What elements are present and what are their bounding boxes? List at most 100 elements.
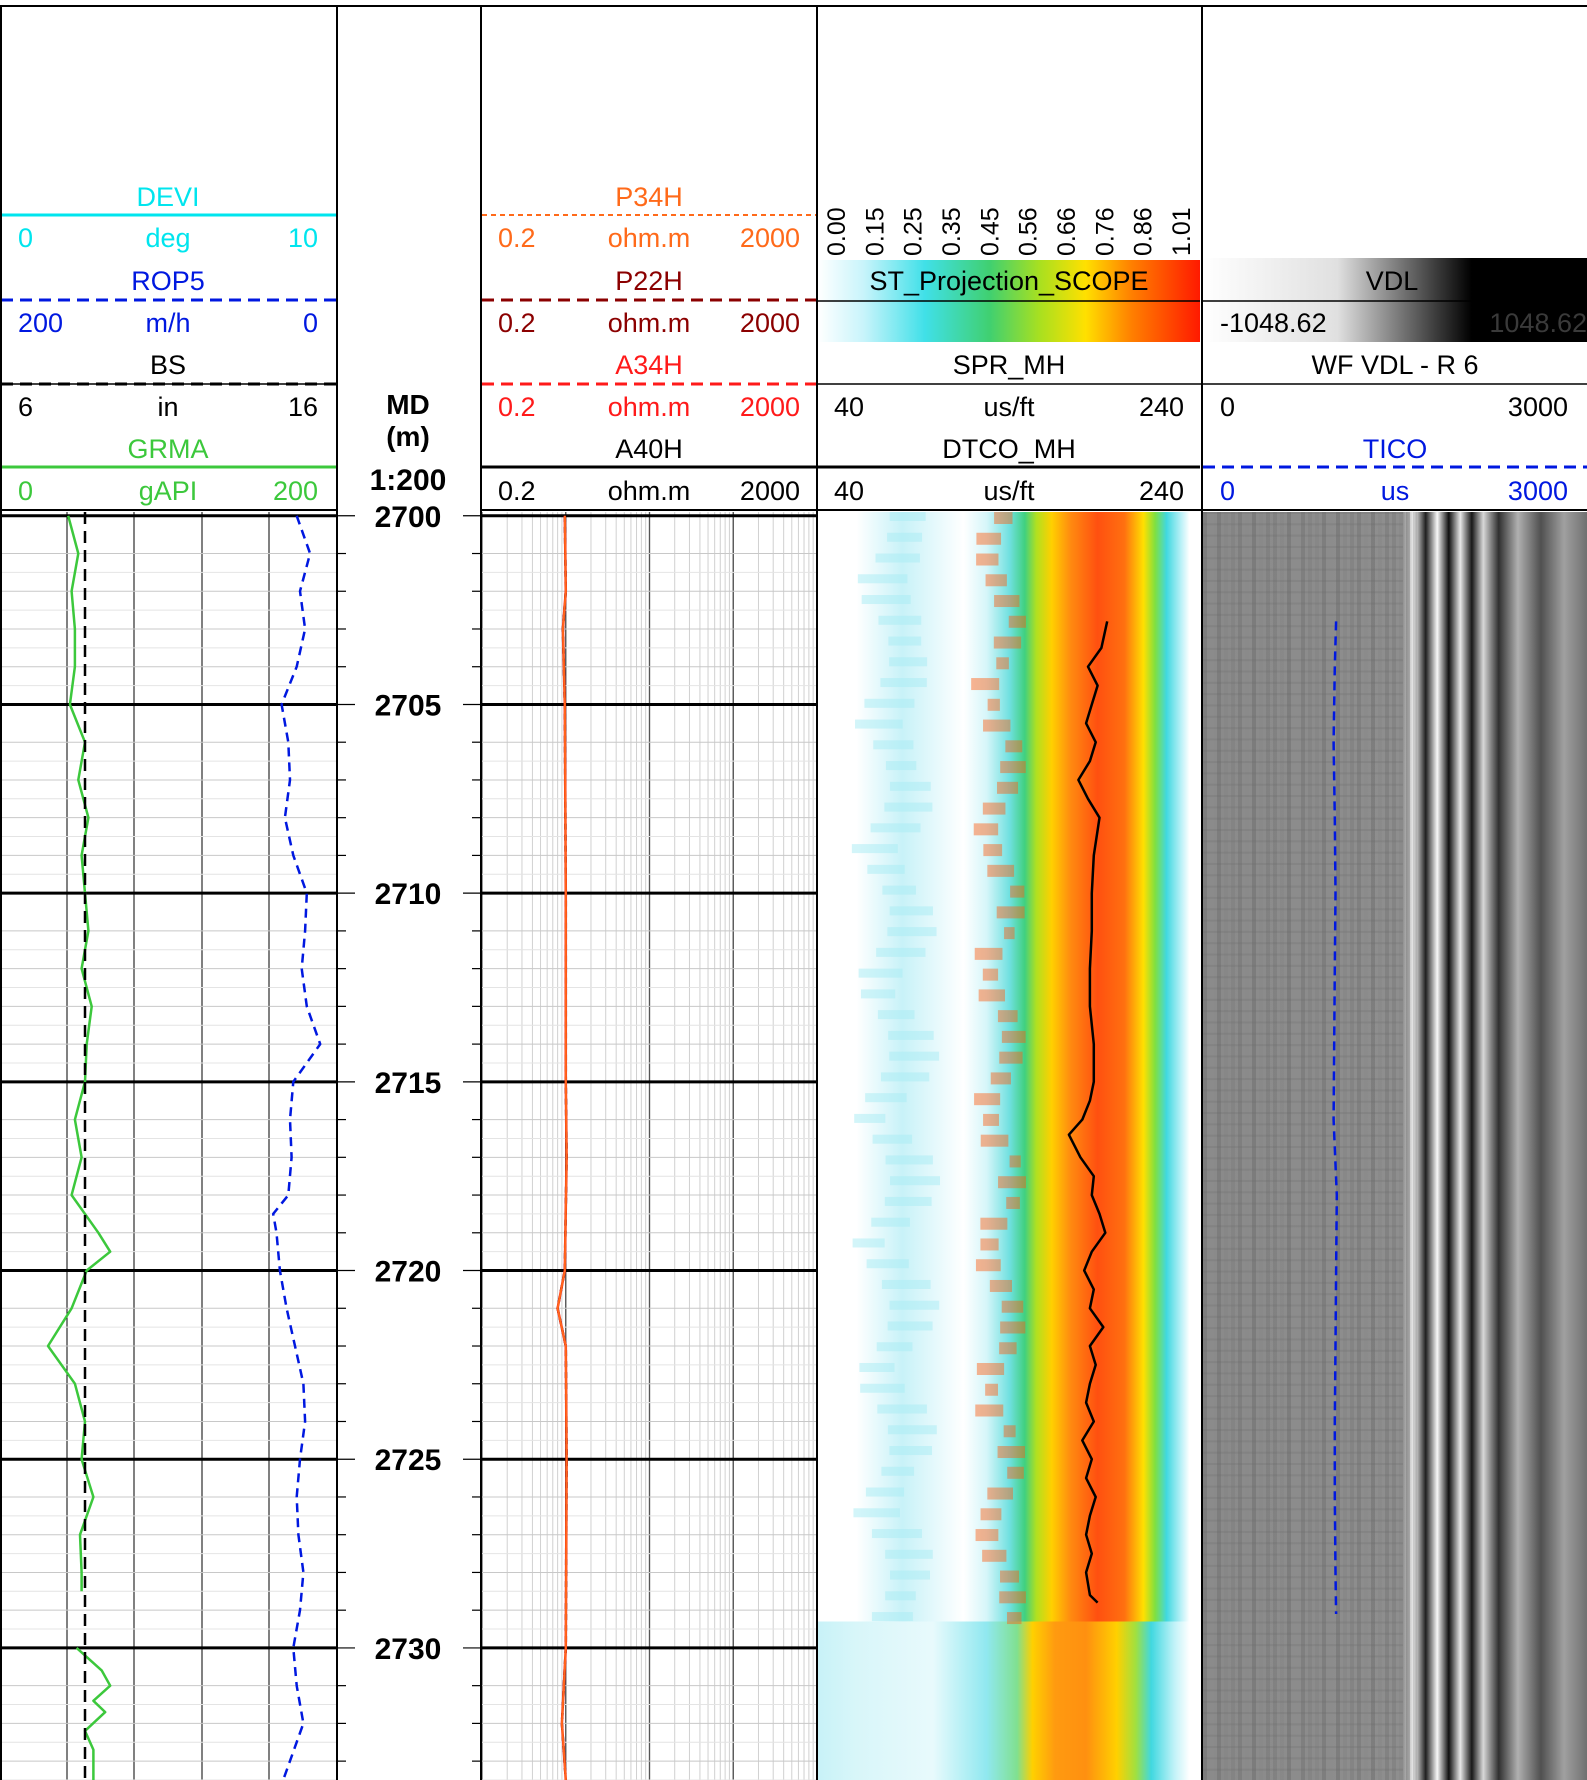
vdl-noise-row (1203, 953, 1403, 956)
wf-name: WF VDL - R 6 (1311, 350, 1478, 380)
vdl-noise-row (1203, 625, 1403, 628)
vdl-noise-row (1203, 1202, 1403, 1205)
vdl-noise-row (1203, 1576, 1403, 1579)
vdl-noise-row (1203, 919, 1403, 922)
scope-texture-patch (885, 1549, 933, 1559)
scope-scale-tick-label: 0.45 (976, 207, 1004, 256)
tico-unit: us (1381, 476, 1410, 506)
scope-texture-patch (889, 1300, 940, 1310)
scope-texture-patch (865, 1093, 907, 1103)
vdl-noise-row (1203, 1700, 1403, 1703)
vdl-noise-row (1203, 1100, 1403, 1103)
vdl-noise-row (1203, 1066, 1403, 1069)
scope-texture-patch (865, 1487, 905, 1497)
scope-texture-patch (997, 781, 1019, 794)
vdl-noise-column (1224, 512, 1228, 1780)
scope-image-name: ST_Projection_SCOPE (869, 266, 1148, 296)
scope-texture-patch (1001, 1300, 1024, 1313)
spr-unit: us/ft (983, 392, 1035, 422)
rop5-name: ROP5 (131, 266, 205, 296)
wf-min: 0 (1220, 392, 1235, 422)
vdl-noise-column (1329, 512, 1333, 1780)
vdl-noise-row (1203, 1542, 1403, 1545)
vdl-image-track (1203, 512, 1587, 1780)
scope-texture-patch (1004, 927, 1015, 940)
vdl-noise-column (1350, 512, 1354, 1780)
scope-texture-patch (857, 574, 908, 584)
track1-grid (1, 512, 337, 1780)
vdl-noise-row (1203, 1168, 1403, 1171)
vdl-noise-row (1203, 1134, 1403, 1137)
vdl-noise-row (1203, 1123, 1403, 1126)
track-borders (0, 5, 1587, 1780)
vdl-noise-row (1203, 1078, 1403, 1081)
depth-units: (m) (386, 421, 430, 452)
scope-texture-patch (996, 906, 1025, 919)
tico-curve (1332, 621, 1339, 1615)
vdl-noise-row (1203, 659, 1403, 662)
scope-texture-patch (982, 802, 1006, 815)
vdl-noise-row (1203, 1315, 1403, 1318)
scope-image-body (818, 512, 1201, 1780)
scope-texture-patch (993, 636, 1022, 649)
scope-texture-patch (971, 678, 1000, 691)
scope-texture-patch (997, 1446, 1026, 1459)
vdl-noise-column (1252, 512, 1256, 1780)
vdl-noise-row (1203, 693, 1403, 696)
scope-texture-patch (877, 1010, 915, 1020)
scope-texture-patch (1000, 1321, 1026, 1334)
a40h-name: A40H (615, 434, 683, 464)
scope-texture-patch (864, 698, 915, 708)
vdl-noise-row (1203, 613, 1403, 616)
scope-texture-patch (890, 1570, 930, 1580)
vdl-noise-column (1294, 512, 1298, 1780)
depth-label: 2705 (375, 689, 442, 722)
scope-texture-patch (987, 864, 1015, 877)
vdl-noise-row (1203, 1678, 1403, 1681)
scope-texture-patch (982, 968, 999, 981)
depth-header: MD (m) 1:200 (370, 389, 447, 497)
grma-max: 200 (273, 476, 318, 506)
vdl-noise-row (1203, 1530, 1403, 1533)
grma-curve (75, 1646, 112, 1780)
vdl-noise-column (1266, 512, 1270, 1780)
scope-texture-patch (889, 1176, 940, 1186)
vdl-noise-row (1203, 1519, 1403, 1522)
scope-texture-patch (859, 1362, 895, 1372)
scope-texture-patch (887, 532, 923, 542)
p34h-max: 2000 (740, 223, 800, 253)
scope-texture-patch (853, 1508, 900, 1518)
scope-color-scale-ticks: 0.00 0.15 0.25 0.35 0.45 0.56 0.66 0.76 0.86 1.01 (823, 207, 1196, 256)
scope-texture-patch (980, 1217, 1008, 1230)
vdl-noise-row (1203, 647, 1403, 650)
scope-texture-patch (1000, 1570, 1020, 1583)
depth-scale: 1:200 (370, 464, 447, 497)
tico-min: 0 (1220, 476, 1235, 506)
depth-labels: 2700 2705 2710 2715 2720 2725 2730 (337, 501, 481, 1762)
vdl-noise-row (1203, 1440, 1403, 1443)
tico-name: TICO (1363, 434, 1428, 464)
log-curves (46, 512, 1339, 1780)
vdl-noise-row (1203, 1587, 1403, 1590)
scope-texture-patch (884, 1196, 932, 1206)
scope-texture-patch (872, 1134, 913, 1144)
vdl-noise-row (1203, 783, 1403, 786)
scope-texture-patch (889, 906, 933, 916)
scope-texture-patch (866, 1259, 909, 1269)
scope-texture-patch (1003, 1425, 1016, 1438)
vdl-noise-row (1203, 908, 1403, 911)
vdl-noise-row (1203, 1213, 1403, 1216)
scope-texture-patch (885, 761, 917, 771)
vdl-noise-row (1203, 523, 1403, 526)
vdl-noise-row (1203, 862, 1403, 865)
rop5-max: 0 (303, 308, 318, 338)
vdl-noise-row (1203, 1293, 1403, 1296)
vdl-noise-column (1392, 512, 1396, 1780)
scope-texture-patch (983, 844, 1003, 857)
scope-texture-patch (889, 781, 931, 791)
scope-texture-patch (985, 1383, 999, 1396)
bs-unit: in (157, 392, 178, 422)
vdl-noise-row (1203, 795, 1403, 798)
vdl-noise-column (1322, 512, 1326, 1780)
vdl-noise-column (1210, 512, 1214, 1780)
